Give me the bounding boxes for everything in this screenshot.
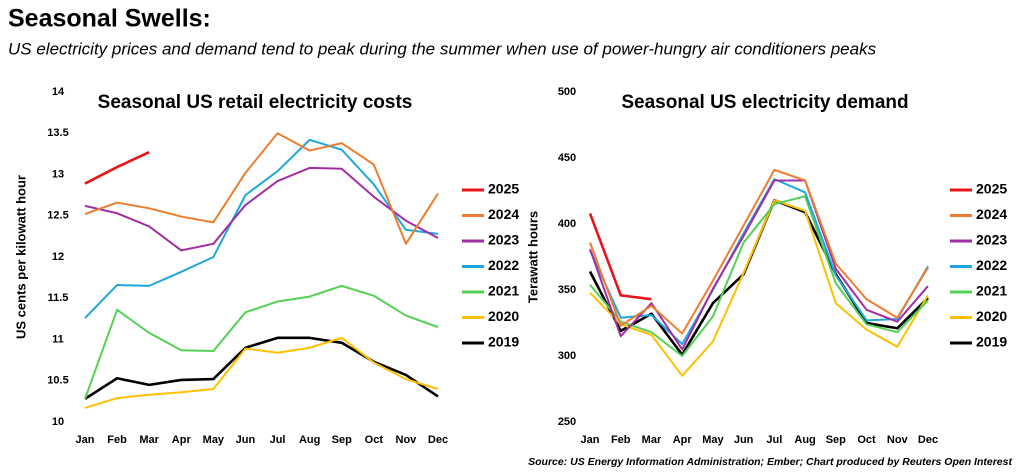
x-tick-label: Jun	[236, 434, 256, 446]
x-tick-label: Jul	[766, 434, 782, 446]
legend-label: 2019	[976, 334, 1007, 350]
y-tick-label: 14	[52, 86, 65, 98]
y-tick-label: 10	[52, 416, 64, 428]
y-tick-label: 250	[558, 416, 576, 428]
legend-label: 2023	[976, 232, 1007, 248]
x-tick-label: May	[702, 434, 724, 446]
legend-label: 2021	[976, 283, 1007, 299]
x-tick-label: Jul	[270, 434, 286, 446]
y-tick-label: 300	[558, 350, 576, 362]
x-tick-label: Apr	[673, 434, 693, 446]
x-tick-label: Mar	[139, 434, 159, 446]
series-line	[84, 336, 439, 400]
legend-label: 2024	[976, 206, 1007, 222]
x-tick-label: Jun	[734, 434, 754, 446]
series-line	[84, 284, 439, 400]
series-line	[84, 336, 439, 409]
x-tick-label: Aug	[794, 434, 815, 446]
x-tick-label: Dec	[428, 434, 448, 446]
legend-label: 2022	[976, 257, 1007, 273]
x-tick-label: Oct	[857, 434, 876, 446]
y-tick-label: 12.5	[47, 210, 68, 222]
series-line	[588, 212, 652, 301]
x-tick-label: Sep	[826, 434, 846, 446]
x-tick-label: Nov	[887, 434, 909, 446]
y-tick-label: 400	[558, 218, 576, 230]
source: Source: US Energy Information Administra…	[528, 456, 1012, 468]
y-tick-label: 12	[52, 251, 64, 263]
y-tick-label: 350	[558, 284, 576, 296]
y-tick-label: 11.5	[48, 292, 69, 304]
legend-label: 2022	[488, 257, 519, 273]
series-line	[84, 151, 150, 185]
x-tick-label: Sep	[332, 434, 352, 446]
legend-label: 2025	[976, 181, 1007, 197]
x-tick-label: Jan	[76, 434, 95, 446]
series-line	[84, 166, 439, 252]
y-tick-label: 13	[52, 168, 64, 180]
legend-label: 2020	[488, 308, 519, 324]
legend-label: 2025	[488, 181, 519, 197]
legend-label: 2024	[488, 206, 519, 222]
x-tick-label: Jan	[581, 434, 600, 446]
x-tick-label: Feb	[611, 434, 631, 446]
x-tick-label: Dec	[918, 434, 938, 446]
legend-label: 2020	[976, 308, 1007, 324]
page-subtitle: US electricity prices and demand tend to…	[8, 39, 877, 58]
page-title: Seasonal Swells:	[8, 5, 211, 33]
y-tick-label: 13.5	[47, 127, 68, 139]
legend-label: 2021	[488, 283, 519, 299]
series-line	[84, 138, 439, 319]
x-tick-label: Oct	[365, 434, 384, 446]
x-tick-label: Mar	[642, 434, 662, 446]
y-axis-label: US cents per kilowatt hour	[13, 175, 28, 339]
x-tick-label: Nov	[396, 434, 418, 446]
x-tick-label: Aug	[299, 434, 320, 446]
chart-title: Seasonal US retail electricity costs	[98, 92, 413, 113]
x-tick-label: Apr	[172, 434, 192, 446]
y-tick-label: 11	[52, 333, 64, 345]
y-axis-label: Terawatt hours	[525, 211, 540, 303]
chart-title: Seasonal US electricity demand	[621, 92, 908, 113]
legend-label: 2023	[488, 232, 519, 248]
series-line	[84, 132, 439, 245]
y-tick-label: 500	[558, 86, 576, 98]
legend-label: 2019	[488, 334, 519, 350]
series-line	[589, 195, 929, 357]
series-line	[589, 199, 929, 377]
y-tick-label: 10.5	[47, 375, 68, 387]
x-tick-label: Feb	[107, 434, 127, 446]
x-tick-label: May	[203, 434, 225, 446]
series-line	[589, 168, 929, 335]
y-tick-label: 450	[558, 152, 576, 164]
